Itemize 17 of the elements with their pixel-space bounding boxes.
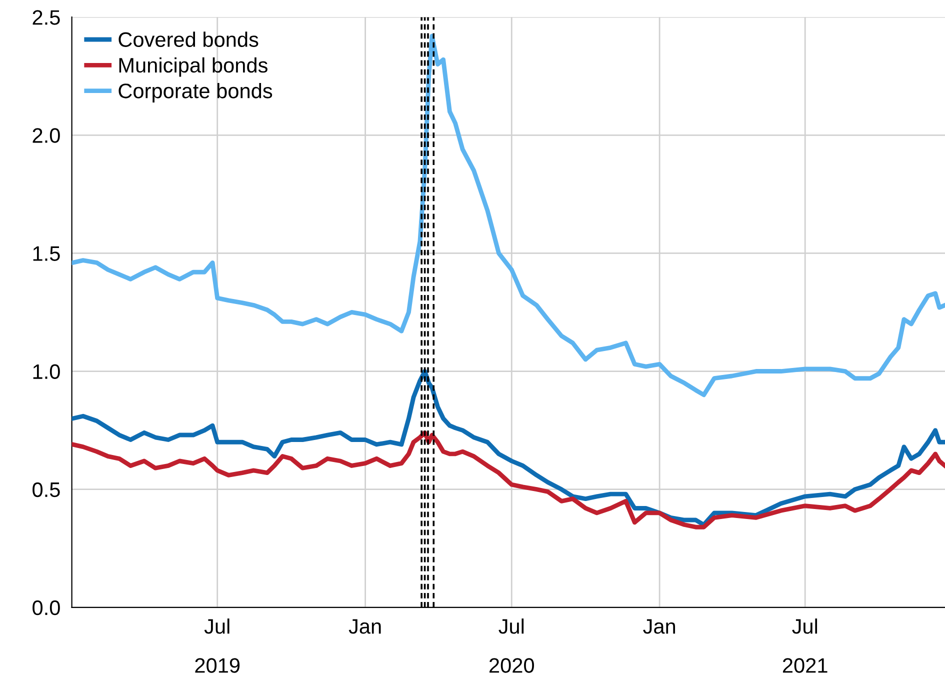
y-tick-label: 1.5: [33, 246, 60, 261]
legend-label: Corporate bonds: [118, 83, 272, 102]
x-tick-label: Jan: [643, 619, 676, 634]
y-tick-label: 0.5: [32, 482, 60, 498]
y-tick-label: 0.0: [32, 600, 60, 616]
x-tick-label: Jul 2021: [782, 618, 828, 673]
x-tick-label: Jul 2019: [195, 618, 240, 673]
legend-label: Covered bonds: [118, 32, 258, 47]
x-tick-label: Jul 2020: [490, 618, 534, 673]
y-tick-label: 1.0: [33, 364, 60, 380]
y-tick-label: 2.5: [32, 10, 60, 25]
legend-label: Municipal bonds: [119, 57, 268, 77]
line-series: [72, 430, 945, 530]
y-tick-label: 2.0: [32, 128, 60, 143]
line-series: [72, 369, 945, 527]
line-series: [72, 34, 945, 398]
x-tick-label: Jan: [348, 619, 381, 634]
